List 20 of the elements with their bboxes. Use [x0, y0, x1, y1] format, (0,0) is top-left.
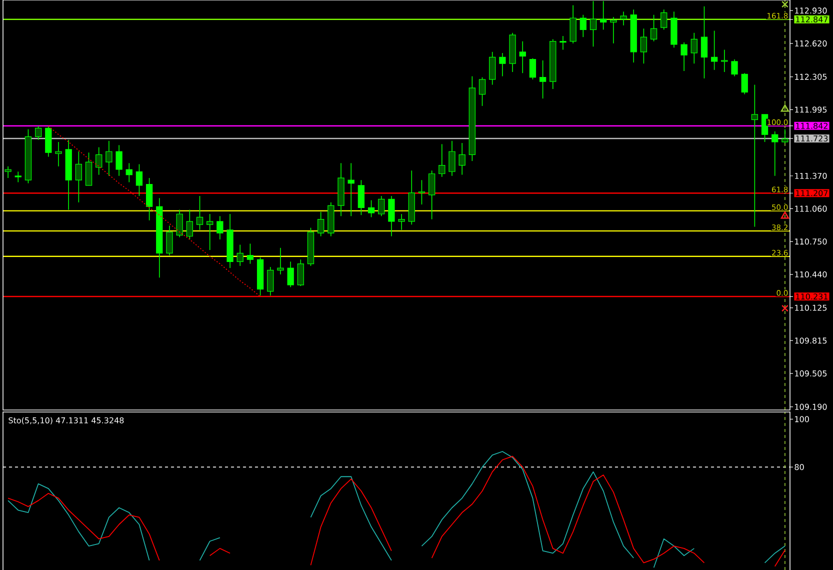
- y-tick-label: 111.842: [796, 122, 828, 129]
- y-tick-label: 112.847: [796, 16, 828, 22]
- y-tick-label: 111.060: [795, 206, 827, 212]
- y-tick-label: 111.723: [796, 135, 828, 142]
- y-tick-label: 112.620: [795, 40, 827, 46]
- y-tick-label: 111.207: [796, 190, 828, 196]
- y-tick-label: 110.750: [795, 238, 827, 245]
- y-tick-label: 80: [794, 464, 804, 470]
- text: Sto(5,5,10) 47.1311 45.3248: [8, 417, 124, 424]
- y-tick-label: 111.370: [795, 172, 827, 179]
- y-tick-label: 111.995: [795, 106, 827, 113]
- y-tick-label: 109.190: [795, 404, 827, 410]
- y-tick-label: 109.815: [795, 338, 827, 344]
- y-tick-label: 100: [795, 416, 809, 422]
- y-tick-label: 110.231: [796, 294, 828, 300]
- y-tick-label: 110.125: [795, 304, 827, 311]
- y-tick-label: 112.305: [795, 74, 827, 80]
- y-tick-label: 109.505: [795, 370, 827, 376]
- y-tick-label: 110.440: [795, 271, 827, 278]
- y-tick-label: 112.930: [795, 8, 827, 14]
